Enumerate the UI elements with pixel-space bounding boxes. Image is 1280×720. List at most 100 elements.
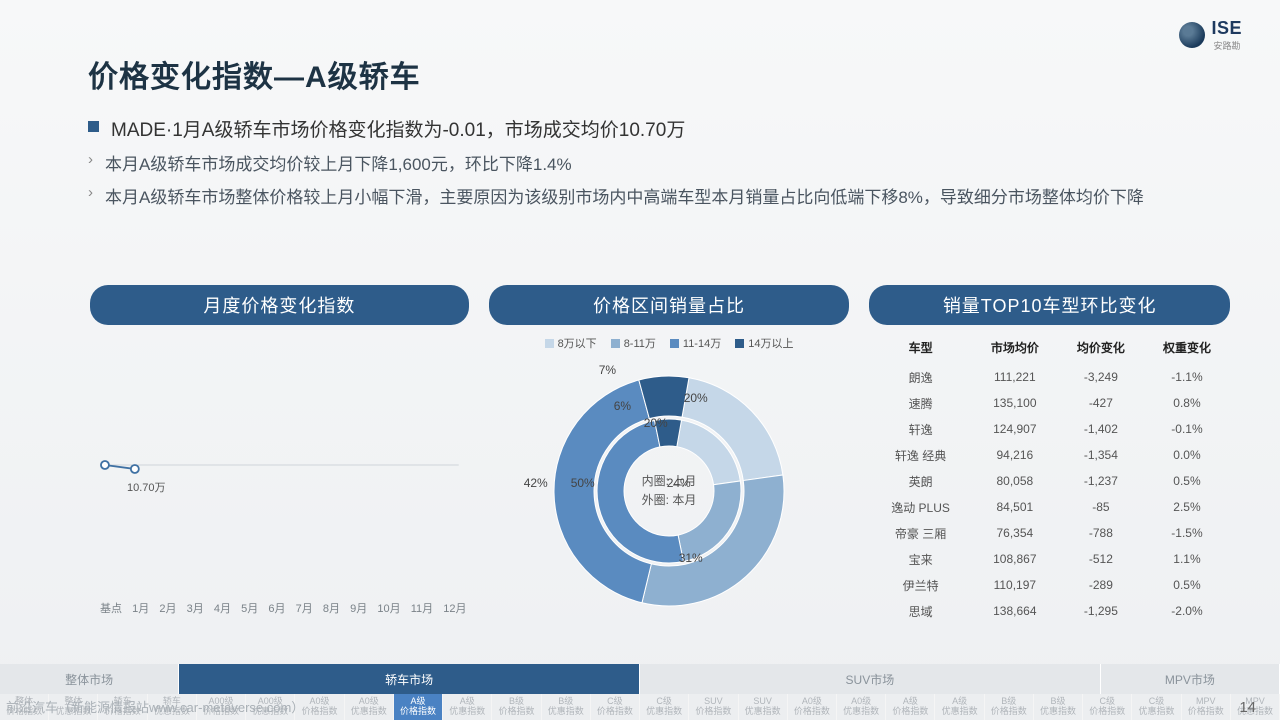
table-header: 均价变化: [1058, 335, 1144, 364]
xaxis-label: 3月: [187, 600, 204, 616]
table-row: 思域 138,664 -1,295 -2.0%: [869, 598, 1230, 624]
line-chart-point-label: 10.70万: [127, 479, 166, 495]
cell-price: 108,867: [972, 546, 1058, 572]
cell-weight-change: 0.5%: [1144, 468, 1230, 494]
major-tab[interactable]: MPV市场: [1101, 664, 1280, 694]
donut-segment-label: 31%: [679, 551, 703, 565]
watermark: 前沿汽车（新能源情报站www.car-metaverse.com）: [6, 697, 304, 716]
line-chart-xaxis: 基点1月2月3月4月5月6月7月8月9月10月11月12月: [90, 600, 469, 616]
legend-swatch-icon: [611, 339, 620, 348]
table-row: 轩逸 经典 94,216 -1,354 0.0%: [869, 442, 1230, 468]
sub-tab[interactable]: B级优惠指数: [542, 694, 591, 720]
line-chart-svg: [90, 335, 469, 595]
table-row: 伊兰特 110,197 -289 0.5%: [869, 572, 1230, 598]
cell-weight-change: 0.8%: [1144, 390, 1230, 416]
donut-legend: 8万以下8-11万11-14万14万以上: [489, 335, 850, 351]
cell-weight-change: -1.1%: [1144, 364, 1230, 390]
xaxis-label: 12月: [443, 600, 466, 616]
cell-model: 伊兰特: [869, 572, 971, 598]
sub-tab[interactable]: A0级优惠指数: [345, 694, 394, 720]
cell-price-change: -788: [1058, 520, 1144, 546]
brand-logo: ISE 安路勘: [1179, 18, 1242, 52]
xaxis-label: 2月: [159, 600, 176, 616]
cell-price: 110,197: [972, 572, 1058, 598]
sub-tab[interactable]: A级价格指数: [886, 694, 935, 720]
major-tab[interactable]: 整体市场: [0, 664, 179, 694]
cell-price-change: -1,237: [1058, 468, 1144, 494]
donut-segment-label: 20%: [684, 391, 708, 405]
cell-weight-change: -2.0%: [1144, 598, 1230, 624]
sub-tab[interactable]: B级优惠指数: [1034, 694, 1083, 720]
xaxis-label: 11月: [411, 600, 433, 616]
legend-item: 8万以下: [545, 335, 597, 351]
cell-weight-change: 0.0%: [1144, 442, 1230, 468]
cell-weight-change: -0.1%: [1144, 416, 1230, 442]
donut-segment-label: 6%: [614, 399, 631, 413]
cell-price: 94,216: [972, 442, 1058, 468]
summary-bullet: 本月A级轿车市场成交均价较上月下降1,600元，环比下降1.4%: [105, 150, 572, 175]
xaxis-label: 9月: [350, 600, 367, 616]
cell-model: 帝豪 三厢: [869, 520, 971, 546]
section-top10-table: 销量TOP10车型环比变化 车型市场均价均价变化权重变化 朗逸 111,221 …: [869, 285, 1230, 645]
legend-swatch-icon: [545, 339, 554, 348]
sub-tab[interactable]: A级价格指数: [394, 694, 443, 720]
cell-model: 轩逸 经典: [869, 442, 971, 468]
cell-weight-change: 2.5%: [1144, 494, 1230, 520]
table-header: 市场均价: [972, 335, 1058, 364]
table-row: 速腾 135,100 -427 0.8%: [869, 390, 1230, 416]
cell-model: 逸动 PLUS: [869, 494, 971, 520]
sub-tab[interactable]: C级价格指数: [1083, 694, 1132, 720]
donut-segment-label: 24%: [667, 476, 691, 490]
cell-price-change: -3,249: [1058, 364, 1144, 390]
logo-subtext: 安路勘: [1213, 39, 1242, 52]
sub-tab[interactable]: C级优惠指数: [1132, 694, 1181, 720]
major-tab[interactable]: SUV市场: [640, 664, 1101, 694]
table-header: 车型: [869, 335, 971, 364]
cell-price: 111,221: [972, 364, 1058, 390]
bullet-square-icon: [88, 121, 99, 132]
table-row: 宝来 108,867 -512 1.1%: [869, 546, 1230, 572]
page-number: 14: [1239, 699, 1256, 716]
table-row: 朗逸 111,221 -3,249 -1.1%: [869, 364, 1230, 390]
cell-model: 思域: [869, 598, 971, 624]
chevron-right-icon: ›: [88, 151, 93, 168]
table-row: 帝豪 三厢 76,354 -788 -1.5%: [869, 520, 1230, 546]
sub-tab[interactable]: A级优惠指数: [443, 694, 492, 720]
page-title: 价格变化指数—A级轿车: [88, 52, 421, 96]
cell-price: 76,354: [972, 520, 1058, 546]
sub-tab[interactable]: B级价格指数: [985, 694, 1034, 720]
summary-bullet: 本月A级轿车市场整体价格较上月小幅下滑，主要原因为该级别市场内中高端车型本月销量…: [105, 183, 1144, 208]
section-line-chart: 月度价格变化指数 基点1月2月3月4月5月6月7月8月9月10月11月12月 1…: [90, 285, 469, 645]
section-header: 价格区间销量占比: [489, 285, 850, 325]
xaxis-label: 7月: [296, 600, 313, 616]
donut-segment-label: 42%: [524, 476, 548, 490]
cell-price-change: -1,295: [1058, 598, 1144, 624]
legend-item: 14万以上: [735, 335, 793, 351]
cell-model: 轩逸: [869, 416, 971, 442]
donut-center-line: 外圈: 本月: [642, 491, 697, 510]
cell-price: 84,501: [972, 494, 1058, 520]
cell-model: 英朗: [869, 468, 971, 494]
sub-tab[interactable]: C级价格指数: [591, 694, 640, 720]
sub-tab[interactable]: C级优惠指数: [640, 694, 689, 720]
xaxis-label: 8月: [323, 600, 340, 616]
cell-price-change: -1,402: [1058, 416, 1144, 442]
top10-table: 车型市场均价均价变化权重变化 朗逸 111,221 -3,249 -1.1%速腾…: [869, 335, 1230, 624]
sub-tab[interactable]: SUV优惠指数: [739, 694, 788, 720]
xaxis-label: 1月: [132, 600, 149, 616]
sub-tab[interactable]: MPV价格指数: [1182, 694, 1231, 720]
major-tab[interactable]: 轿车市场: [179, 664, 640, 694]
cell-weight-change: 1.1%: [1144, 546, 1230, 572]
sub-tab[interactable]: A0级优惠指数: [837, 694, 886, 720]
cell-model: 朗逸: [869, 364, 971, 390]
cell-weight-change: 0.5%: [1144, 572, 1230, 598]
cell-price: 124,907: [972, 416, 1058, 442]
cell-price: 138,664: [972, 598, 1058, 624]
xaxis-label: 5月: [241, 600, 258, 616]
sub-tab[interactable]: A级优惠指数: [935, 694, 984, 720]
sub-tab[interactable]: B级价格指数: [492, 694, 541, 720]
sub-tab[interactable]: SUV价格指数: [689, 694, 738, 720]
sub-tab[interactable]: A0级价格指数: [788, 694, 837, 720]
cell-price-change: -512: [1058, 546, 1144, 572]
table-header: 权重变化: [1144, 335, 1230, 364]
